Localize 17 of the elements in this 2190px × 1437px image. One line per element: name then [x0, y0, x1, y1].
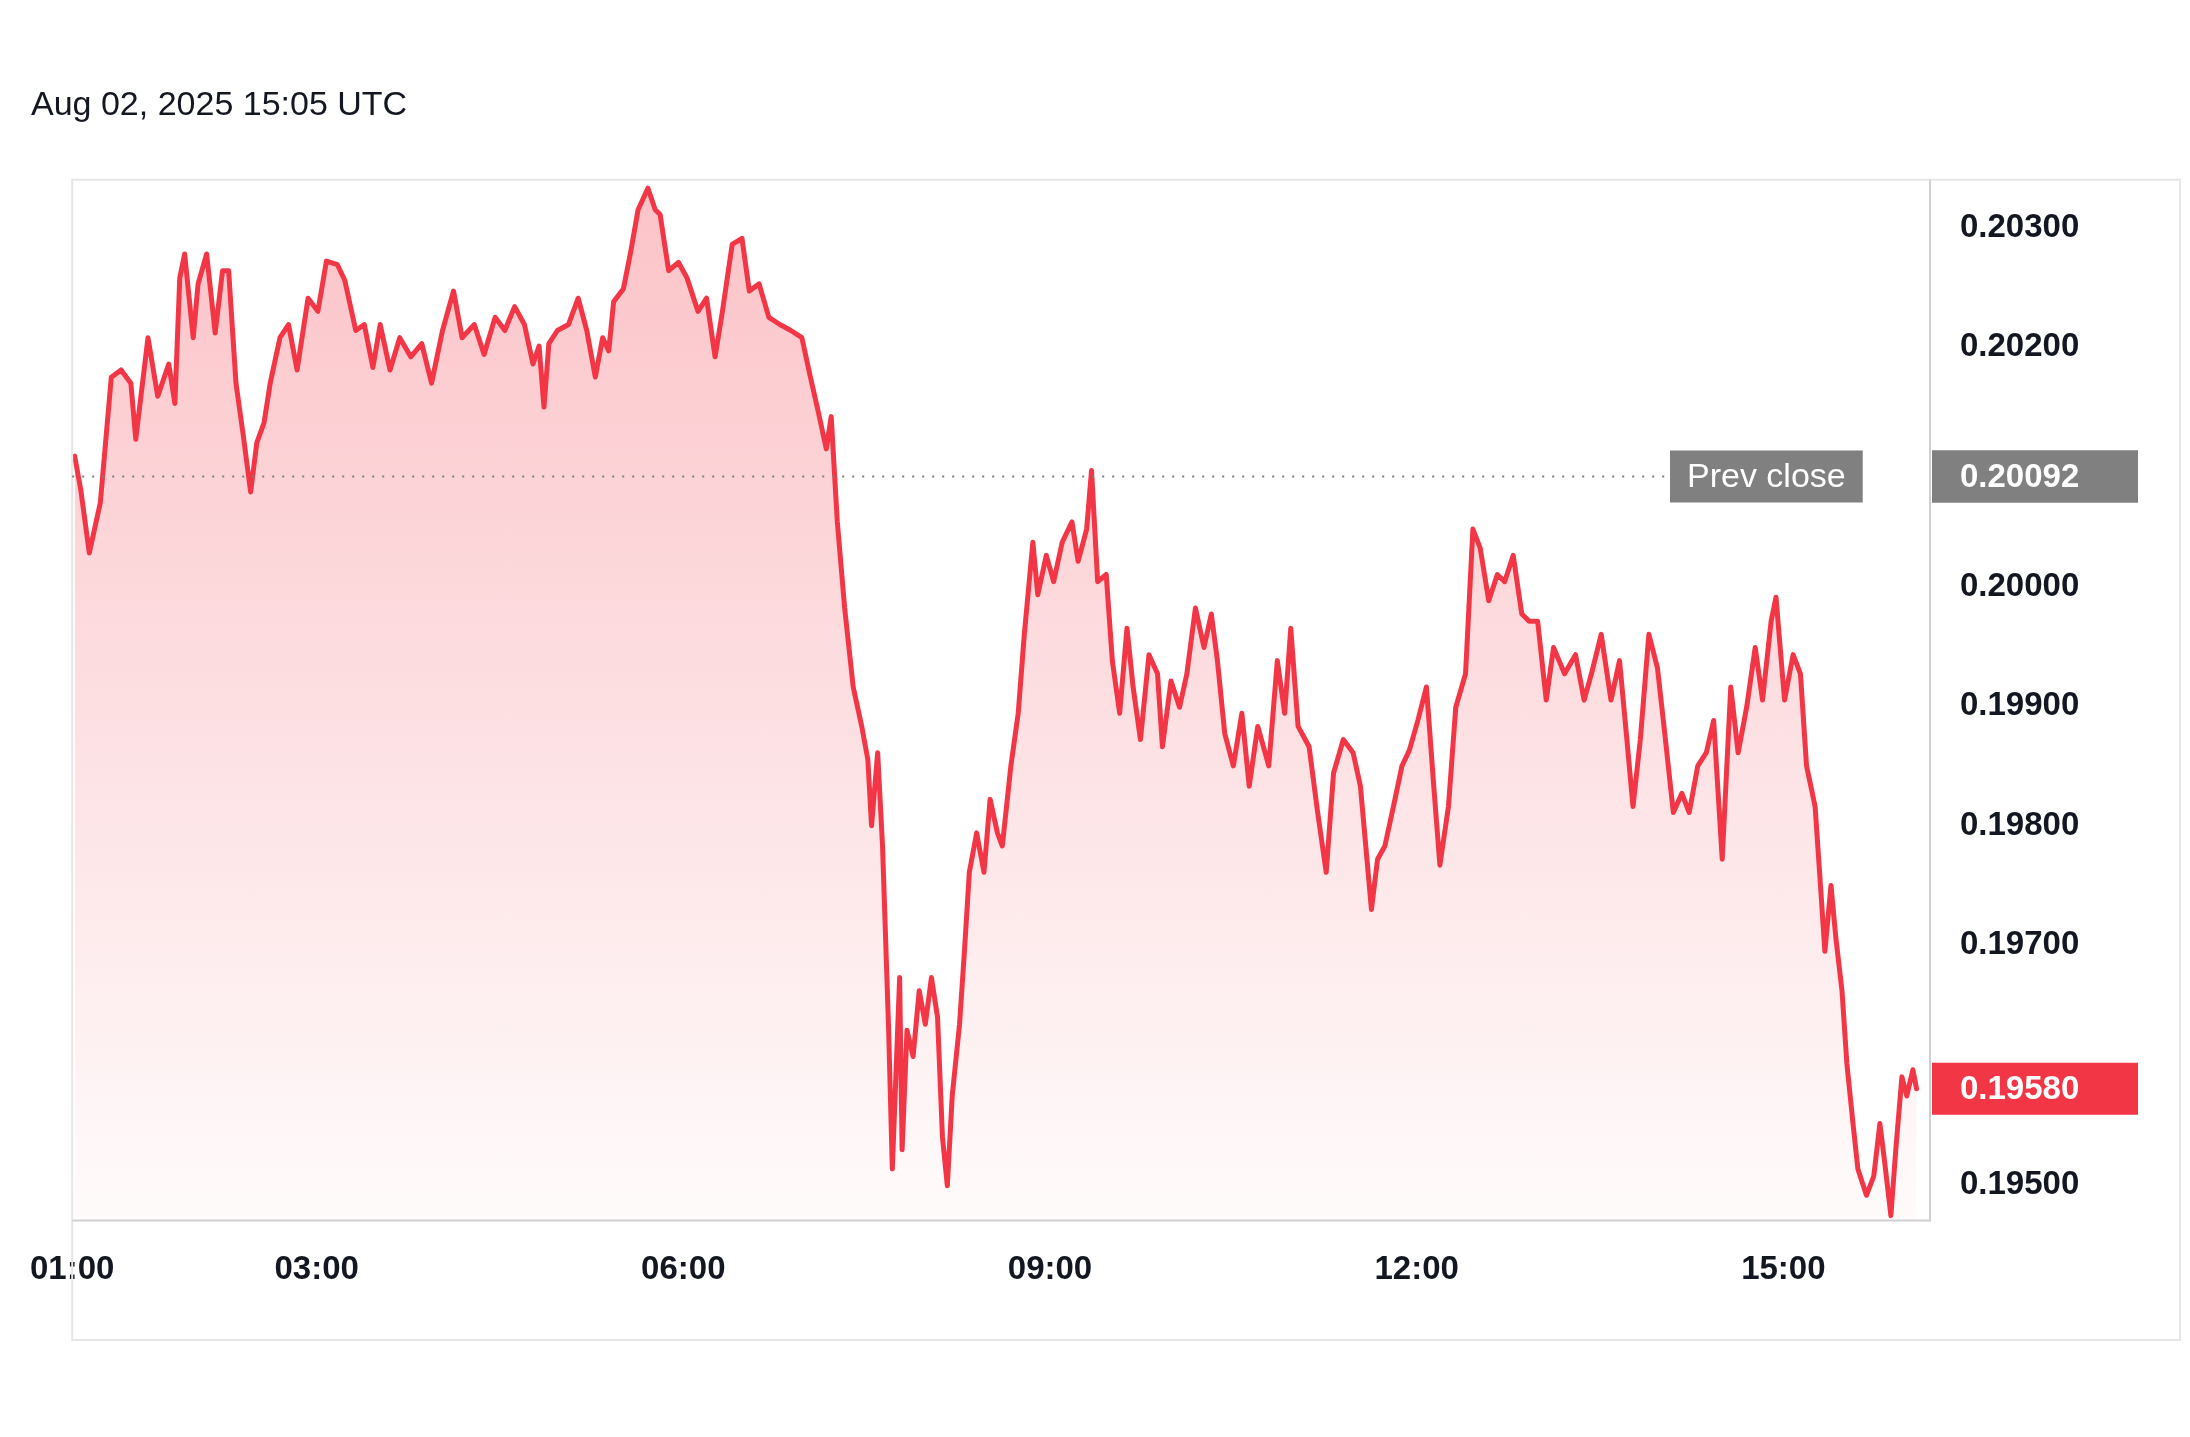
chart-title: Aug 02, 2025 15:05 UTC: [31, 84, 408, 123]
x-tick-label: 09:00: [1007, 1249, 1093, 1287]
text: 0.19580: [1960, 1068, 2080, 1106]
x-tick-label: 01:00: [30, 1249, 115, 1287]
y-tick-label: 0.19500: [1960, 1163, 2080, 1201]
y-tick-label: 0.20200: [1960, 326, 2080, 364]
y-tick-label: 0.19700: [1960, 924, 2080, 962]
x-tick-label: 06:00: [641, 1249, 726, 1287]
x-tick-label: 03:00: [274, 1249, 359, 1287]
y-tick-label: 0.19800: [1960, 804, 2080, 842]
y-tick-label: 0.20300: [1960, 206, 2080, 244]
x-tick-label: 12:00: [1374, 1249, 1459, 1287]
y-tick-label: 0.20000: [1960, 565, 2080, 603]
ref-line-label: Prev close: [1687, 455, 1846, 494]
text: 0.20092: [1960, 456, 2080, 494]
x-tick-label: 15:00: [1741, 1249, 1826, 1287]
y-tick-label: 0.19900: [1960, 685, 2080, 723]
